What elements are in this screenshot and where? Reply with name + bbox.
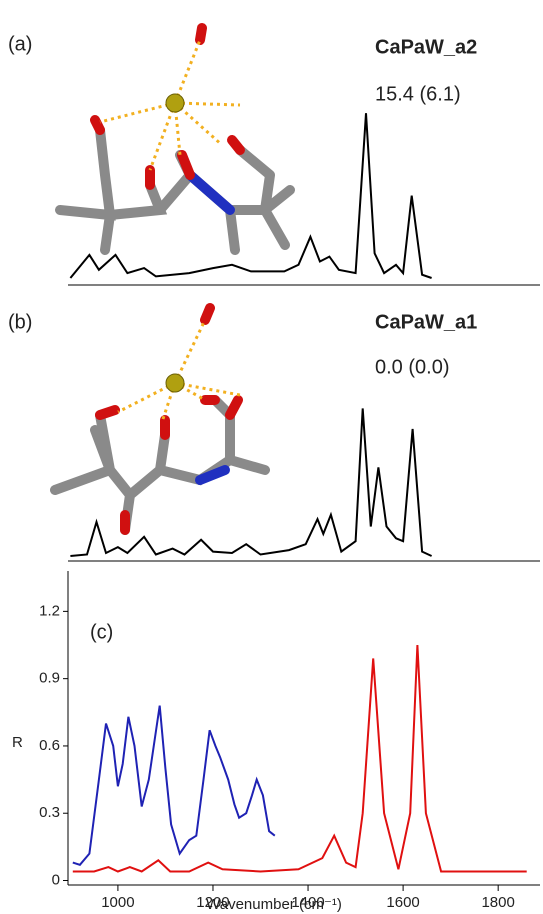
y-tick-label: 0.6 <box>39 737 60 754</box>
panel-label: (c) <box>90 621 113 643</box>
x-tick-label: 1000 <box>101 894 134 911</box>
x-axis-label: Wavenumber (cm⁻¹) <box>206 896 342 913</box>
panel-label: (b) <box>8 311 32 333</box>
subtitle: 0.0 (0.0) <box>375 356 449 378</box>
figure: (a) CaPaW_a2 15.4 (6.1) (b) CaPaW_a1 0.0 (0.0… <box>0 0 543 914</box>
molecule-b <box>55 308 265 530</box>
title: CaPaW_a1 <box>375 311 477 333</box>
molecule-a <box>60 28 290 250</box>
y-tick-label: 1.2 <box>39 602 60 619</box>
y-axis-label: R <box>12 734 23 751</box>
spectrum-line <box>70 113 431 278</box>
y-tick-label: 0.9 <box>39 670 60 687</box>
series-line <box>73 706 275 865</box>
subtitle: 15.4 (6.1) <box>375 83 461 105</box>
title: CaPaW_a2 <box>375 36 477 58</box>
x-tick-label: 1800 <box>481 894 514 911</box>
y-tick-label: 0.3 <box>39 804 60 821</box>
y-tick-label: 0 <box>52 871 60 888</box>
panel-label: (a) <box>8 33 32 55</box>
series-line <box>73 645 527 872</box>
x-tick-label: 1600 <box>386 894 419 911</box>
